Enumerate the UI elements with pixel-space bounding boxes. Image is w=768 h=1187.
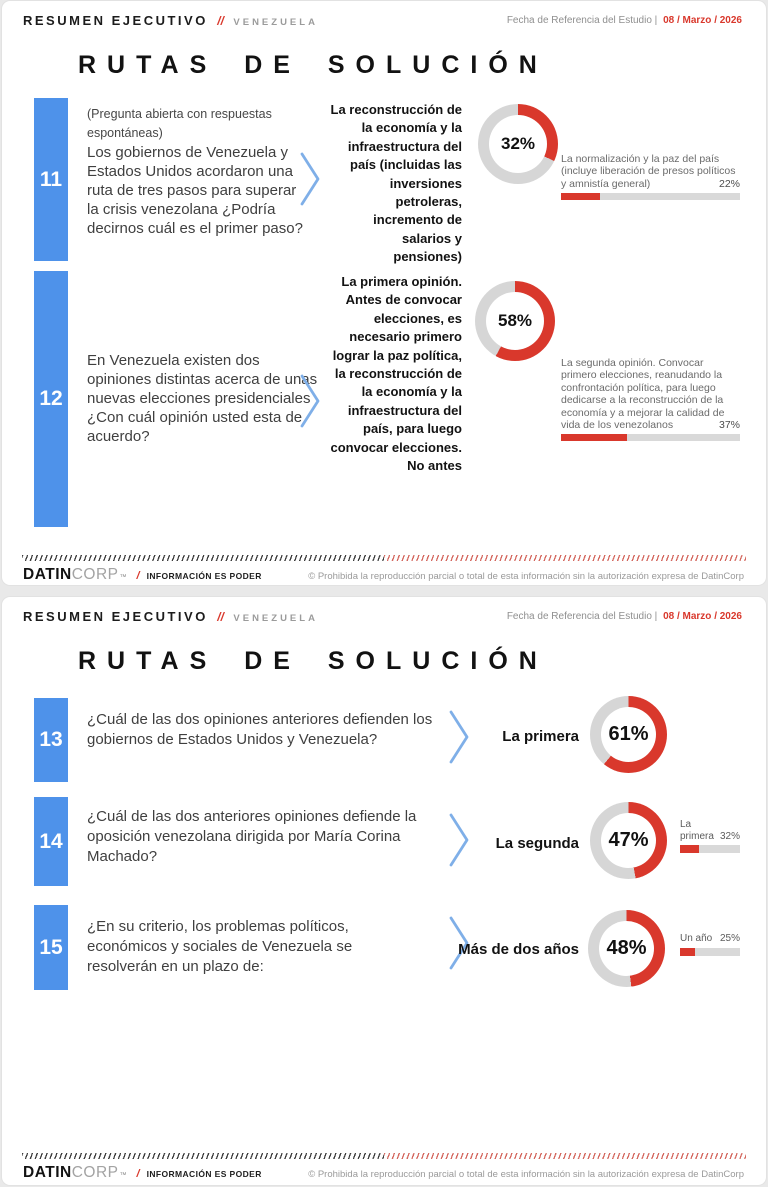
question-number-badge: 14 (34, 797, 68, 886)
top-answer-text: La primera (502, 728, 579, 745)
header-title: RESUMEN EJECUTIVO (23, 13, 208, 28)
mini-stat-label: Un año (680, 933, 713, 944)
chevron-right-icon (448, 812, 470, 868)
donut-chart-q11: 32% (478, 104, 558, 184)
donut-chart-q13: 61% (590, 696, 667, 773)
footer-hatch-divider (22, 555, 746, 561)
donut-chart-q12: 58% (475, 281, 555, 361)
question-text: Los gobiernos de Venezuela y Estados Uni… (87, 144, 303, 237)
section-title: RUTAS DE SOLUCIÓN (78, 51, 548, 79)
donut-value: 32% (489, 115, 547, 173)
study-date: Fecha de Referencia del Estudio | 08 / M… (507, 15, 742, 26)
question-number-badge: 15 (34, 905, 68, 990)
chevron-right-icon (448, 915, 470, 971)
secondary-stat-q11: La normalización y la paz del país (incl… (561, 153, 740, 201)
slide-header: RESUMEN EJECUTIVO // VENEZUELA (23, 12, 318, 30)
study-date-label: Fecha de Referencia del Estudio | (506, 611, 658, 622)
mini-stat-pct: 32% (719, 830, 740, 842)
brand-tagline: INFORMACIÓN ES PODER (146, 571, 262, 581)
slide-1: RESUMEN EJECUTIVO // VENEZUELA Fecha de … (1, 0, 767, 586)
study-date-value: 08 / Marzo / 2026 (663, 611, 742, 622)
question-text: ¿Cuál de las dos anteriores opiniones de… (87, 808, 417, 865)
slide-header: RESUMEN EJECUTIVO // VENEZUELA (23, 608, 318, 626)
mini-stat-q15: Un año 25% (680, 933, 740, 956)
donut-chart-q15: 48% (588, 910, 665, 987)
datincorp-logo: DATIN CORP ™ / INFORMACIÓN ES PODER (23, 566, 262, 583)
copyright-notice: © Prohibida la reproducción parcial o to… (308, 571, 744, 582)
question-number-badge: 13 (34, 698, 68, 782)
question-number-badge: 11 (34, 98, 68, 261)
study-date: Fecha de Referencia del Estudio | 08 / M… (507, 611, 742, 622)
donut-chart-q14: 47% (590, 802, 667, 879)
study-date-label: Fecha de Referencia del Estudio | (506, 15, 658, 26)
logo-slash-icon: / (136, 570, 140, 582)
top-answer-text: La primera opinión. Antes de convocar el… (330, 274, 462, 474)
copyright-notice: © Prohibida la reproducción parcial o to… (308, 1169, 744, 1180)
question-note: (Pregunta abierta con respuestas espontá… (87, 107, 272, 140)
secondary-stat-text: La segunda opinión. Convocar primero ele… (561, 357, 725, 432)
donut-value: 58% (486, 292, 544, 350)
question-text: ¿En su criterio, los problemas políticos… (87, 918, 353, 975)
chevron-right-icon (299, 151, 321, 207)
mini-stat-label: La primera (680, 819, 714, 842)
mini-stat-bar-fill (680, 845, 700, 853)
top-answer-text: La reconstrucción de la economía y la in… (330, 102, 462, 265)
study-date-value: 08 / Marzo / 2026 (663, 15, 742, 26)
chevron-right-icon (448, 709, 470, 765)
top-answer-text: Más de dos años (458, 941, 579, 958)
question-text: ¿Cuál de las dos opiniones anteriores de… (87, 711, 433, 748)
secondary-stat-pct: 37% (718, 419, 740, 432)
question-text-block: (Pregunta abierta con respuestas espontá… (87, 105, 305, 238)
question-text-block: En Venezuela existen dos opiniones disti… (87, 351, 319, 446)
question-text: En Venezuela existen dos opiniones disti… (87, 352, 318, 445)
header-region: VENEZUELA (233, 17, 318, 28)
footer-hatch-divider (22, 1153, 746, 1159)
logo-slash-icon: / (136, 1168, 140, 1180)
donut-value: 61% (601, 707, 656, 762)
secondary-stat-bar-fill (561, 434, 628, 442)
secondary-stat-bar (561, 434, 740, 442)
top-answer-text: La segunda (495, 835, 579, 852)
datincorp-logo: DATIN CORP ™ / INFORMACIÓN ES PODER (23, 1164, 262, 1181)
donut-value: 48% (599, 921, 654, 976)
mini-stat-pct: 25% (719, 933, 740, 944)
chevron-right-icon (299, 373, 321, 429)
secondary-stat-pct: 22% (718, 177, 740, 190)
secondary-stat-bar-fill (561, 193, 601, 201)
header-region: VENEZUELA (233, 613, 318, 624)
mini-stat-bar (680, 845, 740, 853)
header-title: RESUMEN EJECUTIVO (23, 609, 208, 624)
mini-stat-q14: La primera 32% (680, 819, 740, 853)
header-separator-icon: // (217, 14, 224, 28)
secondary-stat-text: La normalización y la paz del país (incl… (561, 153, 736, 190)
header-separator-icon: // (217, 610, 224, 624)
mini-stat-bar (680, 947, 740, 956)
secondary-stat-q12: La segunda opinión. Convocar primero ele… (561, 357, 740, 442)
donut-value: 47% (601, 813, 656, 868)
section-title: RUTAS DE SOLUCIÓN (78, 647, 548, 675)
mini-stat-bar-fill (680, 947, 695, 956)
secondary-stat-bar (561, 193, 740, 201)
brand-tagline: INFORMACIÓN ES PODER (146, 1169, 262, 1179)
question-number-badge: 12 (34, 271, 68, 527)
slide-2: RESUMEN EJECUTIVO // VENEZUELA Fecha de … (1, 596, 767, 1186)
